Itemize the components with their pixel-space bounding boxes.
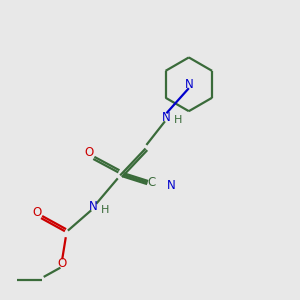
Text: O: O [32, 206, 41, 219]
Text: N: N [167, 179, 175, 192]
Text: H: H [174, 115, 182, 124]
Text: O: O [84, 146, 93, 160]
Text: N: N [184, 78, 193, 91]
Text: H: H [100, 205, 109, 215]
Text: N: N [89, 200, 98, 213]
Text: O: O [57, 257, 67, 270]
Text: N: N [162, 111, 171, 124]
Text: C: C [147, 176, 156, 189]
